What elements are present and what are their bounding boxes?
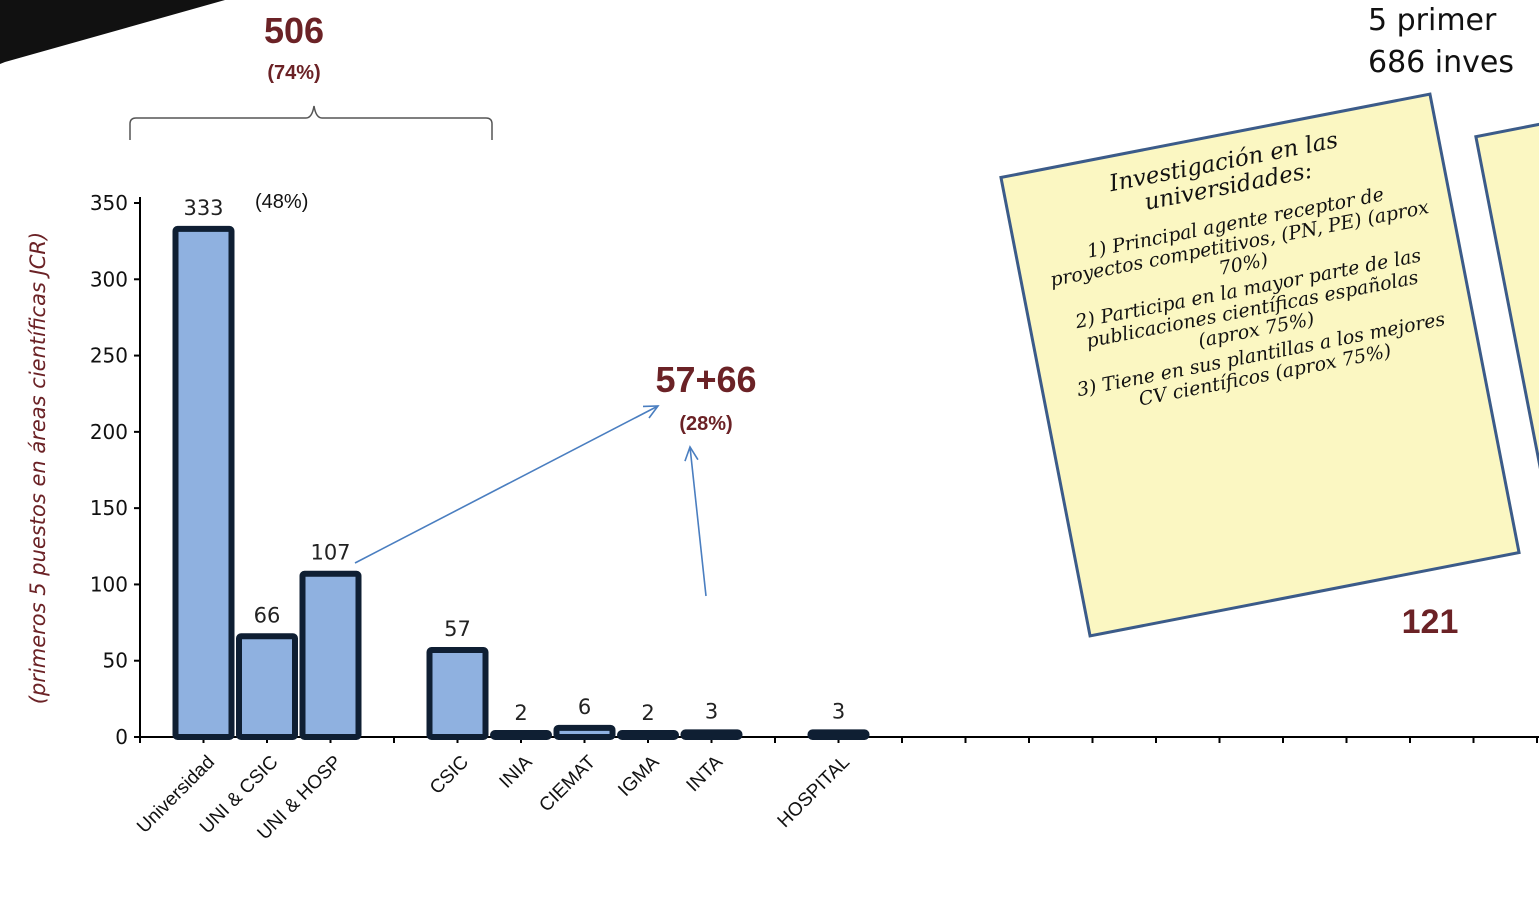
bar-value-label: 2 (641, 701, 654, 725)
x-tick-label: IGMA (614, 751, 663, 800)
x-tick-label: INIA (496, 751, 537, 792)
y-tick-label: 350 (90, 191, 128, 215)
total-uni-pct-label: (74%) (267, 62, 320, 84)
csic-arrow-head (684, 445, 699, 462)
x-tick-label: HOSPITAL (774, 752, 854, 832)
bar-value-label: 2 (514, 701, 527, 725)
bar-value-label: 3 (832, 699, 845, 723)
csic-combo-label: 57+66 (655, 359, 756, 400)
bar (490, 730, 552, 740)
y-tick-label: 50 (103, 649, 128, 673)
uni-csic-arrow-head (642, 405, 660, 419)
bar (617, 730, 679, 740)
bar-value-label: 66 (254, 603, 281, 627)
sticky-note: Investigación en las universidades: 1) P… (999, 92, 1521, 638)
y-tick-label: 200 (90, 420, 128, 444)
uni-pct-label: (48%) (255, 191, 308, 213)
uni-csic-arrow (354, 405, 659, 564)
csic-combo-pct-label: (28%) (679, 413, 732, 435)
total-uni-label: 506 (264, 10, 324, 51)
bar (680, 729, 743, 740)
bar-value-label: 6 (578, 695, 591, 719)
bar-value-label: 333 (183, 196, 223, 220)
x-tick-label: CIEMAT (535, 751, 600, 816)
bar-value-label: 107 (310, 541, 350, 565)
bar-value-label: 57 (444, 617, 471, 641)
bar (172, 225, 235, 741)
y-tick-label: 150 (90, 496, 128, 520)
bar (807, 729, 870, 740)
bar (553, 724, 616, 740)
bar (426, 647, 489, 741)
uni-bracket (129, 105, 493, 140)
header-line-2: 686 inves (1368, 45, 1514, 80)
header-line-1: 5 primer (1368, 3, 1497, 38)
slide-header: 5 primer 686 inves (1368, 0, 1514, 84)
y-tick-label: 300 (90, 267, 128, 291)
y-tick-label: 0 (115, 725, 128, 749)
x-tick-label: INTA (683, 751, 728, 796)
bar (299, 570, 362, 741)
hospital-total-label: 121 (1402, 603, 1459, 641)
y-tick-label: 100 (90, 572, 128, 596)
y-tick-label: 250 (90, 344, 128, 368)
corner-decoration (0, 0, 225, 64)
bar (236, 633, 298, 740)
y-axis-label: (primeros 5 puestos en áreas científicas… (26, 232, 50, 704)
x-tick-label: CSIC (426, 752, 473, 799)
csic-arrow (689, 446, 707, 597)
bar-value-label: 3 (705, 699, 718, 723)
